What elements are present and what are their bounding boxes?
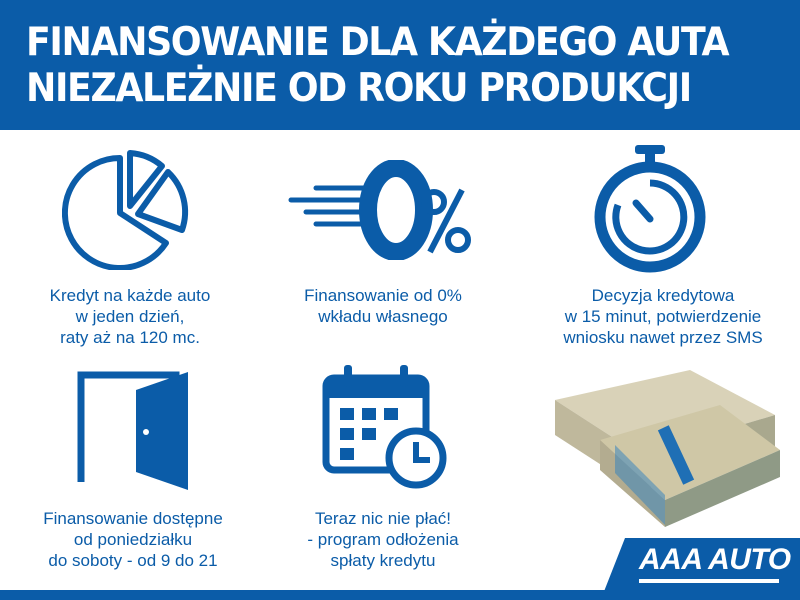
pie-chart-icon [62,150,189,270]
zero-percent-icon [288,160,471,260]
feature-caption-defer: Teraz nic nie płać! - program odłożenia sp… [307,509,459,570]
feature-caption-decision: Decyzja kredytowa w 15 minut, potwierdzen… [563,286,763,347]
feature-caption-zero-down: Finansowanie od 0% wkładu własnego [304,286,462,326]
headline-line-2: NIEZALEŻNIE OD ROKU PRODUKCJI [26,66,692,111]
logo-text: AAA AUTO [639,543,791,576]
calendar-clock-icon [322,365,447,489]
header-banner: FINANSOWANIE DLA KAŻDEGO AUTA NIEZALEŻNI… [0,0,800,130]
open-door-icon [77,371,188,490]
stopwatch-icon [594,145,706,273]
headline-line-1: FINANSOWANIE DLA KAŻDEGO AUTA [26,20,730,65]
feature-caption-hours: Finansowanie dostępne od poniedziałku do s… [43,509,223,570]
bottom-bar [0,590,800,600]
feature-caption-credit: Kredyt na każde auto w jeden dzień, raty a… [49,286,211,347]
banknote-stacks-image [555,370,780,527]
aaa-auto-logo: AAA AUTO [603,538,800,594]
